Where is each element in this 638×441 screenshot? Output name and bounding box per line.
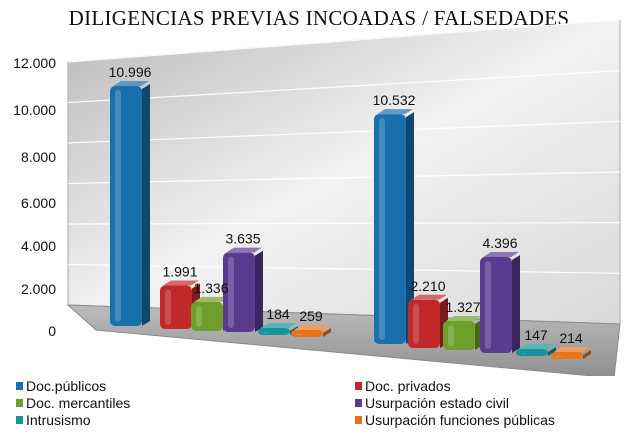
bar-front xyxy=(291,330,323,337)
bar-highlight xyxy=(165,289,171,325)
legend: Doc.públicos Doc. privados Doc. mercantile… xyxy=(0,376,638,436)
bar-front xyxy=(258,328,290,335)
y-tick-label: 8.000 xyxy=(21,149,56,165)
bar-5-group-2 xyxy=(516,344,556,356)
bar-top xyxy=(411,294,447,300)
bar-side xyxy=(323,328,331,337)
bar-6-group-2 xyxy=(551,347,591,359)
gridline xyxy=(67,70,621,104)
bar-2-group-2 xyxy=(408,294,448,348)
y-tick-label: 12.000 xyxy=(13,55,56,71)
bar-highlight xyxy=(228,256,234,328)
bar-side xyxy=(255,250,263,332)
gridline xyxy=(67,19,621,63)
legend-swatch xyxy=(355,416,362,424)
bar-front xyxy=(408,299,440,348)
y-tick-label: 0 xyxy=(48,323,56,339)
data-label: 184 xyxy=(266,306,290,322)
legend-item: Doc. mercantiles xyxy=(16,395,130,411)
legend-item: Doc.públicos xyxy=(16,378,106,394)
bar-side xyxy=(583,350,591,359)
data-label: 4.396 xyxy=(482,235,517,251)
data-label: 214 xyxy=(559,330,583,346)
bar-top xyxy=(294,325,330,330)
data-label: 10.996 xyxy=(109,64,152,80)
bar-front xyxy=(191,301,223,331)
bar-top xyxy=(194,296,230,302)
gridline xyxy=(67,263,621,274)
bar-front xyxy=(516,349,548,356)
data-label: 10.532 xyxy=(373,92,416,108)
bar-front xyxy=(160,285,192,329)
bar-side xyxy=(512,255,520,353)
y-tick-label: 2.000 xyxy=(21,281,56,297)
legend-label: Intrusismo xyxy=(26,412,91,428)
bar-highlight xyxy=(115,90,121,322)
data-label: 2.210 xyxy=(410,278,445,294)
bar-top xyxy=(519,344,555,349)
bar-1-group-2 xyxy=(374,109,414,344)
legend-swatch xyxy=(355,399,362,407)
bar-highlight xyxy=(521,353,527,354)
bar-highlight xyxy=(196,305,202,327)
bar-6-group-1 xyxy=(291,325,331,337)
legend-item: Doc. privados xyxy=(355,378,451,394)
bar-top xyxy=(554,347,590,352)
data-label: 3.635 xyxy=(225,231,260,247)
bar-highlight xyxy=(556,356,562,357)
bar-top xyxy=(113,81,149,86)
bar-highlight xyxy=(379,118,385,340)
bar-front xyxy=(374,114,406,344)
bar-top xyxy=(446,316,482,322)
bar-front xyxy=(443,321,475,350)
bar-highlight xyxy=(296,334,302,335)
bar-side xyxy=(406,112,414,344)
y-tick-label: 10.000 xyxy=(13,102,56,118)
bar-top xyxy=(377,109,413,115)
legend-swatch xyxy=(355,382,362,390)
bar-top xyxy=(483,252,519,258)
bar-top xyxy=(163,280,199,286)
data-label: 1.327 xyxy=(445,299,480,315)
legend-item: Usurpación estado civil xyxy=(355,395,509,411)
gridline xyxy=(67,120,621,144)
data-label: 1.991 xyxy=(162,264,197,280)
chart-canvas: 0 2.000 4.000 6.000 8.000 10.000 12.000 10.996 1… xyxy=(13,19,621,376)
legend-swatch xyxy=(16,382,23,390)
bar-front xyxy=(223,252,255,332)
bar-highlight xyxy=(413,303,419,344)
bar-front xyxy=(480,257,512,353)
chart-title: DILIGENCIAS PREVIAS INCOADAS / FALSEDADE… xyxy=(68,6,570,30)
legend-item: Intrusismo xyxy=(16,412,91,428)
legend-label: Usurpación estado civil xyxy=(365,395,509,411)
legend-label: Doc. privados xyxy=(365,378,451,394)
legend-label: Doc.públicos xyxy=(26,378,107,394)
data-label: 147 xyxy=(524,327,548,343)
bar-side xyxy=(142,84,150,326)
bar-highlight xyxy=(263,332,269,333)
bar-side xyxy=(548,347,556,356)
bar-front xyxy=(110,86,142,326)
data-label: 259 xyxy=(299,308,323,324)
y-tick-label: 6.000 xyxy=(21,195,56,211)
legend-swatch xyxy=(16,399,23,407)
legend-item: Usurpación funciones públicas xyxy=(355,412,555,428)
legend-swatch xyxy=(16,416,23,424)
data-label: 1.336 xyxy=(193,280,228,296)
legend-label: Doc. mercantiles xyxy=(26,395,131,411)
gridline xyxy=(67,222,621,225)
y-tick-label: 4.000 xyxy=(21,238,56,254)
bar-highlight xyxy=(485,261,491,349)
bar-top xyxy=(226,247,262,253)
bar-highlight xyxy=(448,325,454,346)
bar-front xyxy=(551,352,583,359)
bar-1-group-1 xyxy=(110,81,150,326)
bar-4-group-2 xyxy=(480,252,520,353)
bar-4-group-1 xyxy=(223,247,263,332)
legend-label: Usurpación funciones públicas xyxy=(365,412,555,428)
gridline xyxy=(67,171,621,185)
bar-top xyxy=(261,323,297,328)
